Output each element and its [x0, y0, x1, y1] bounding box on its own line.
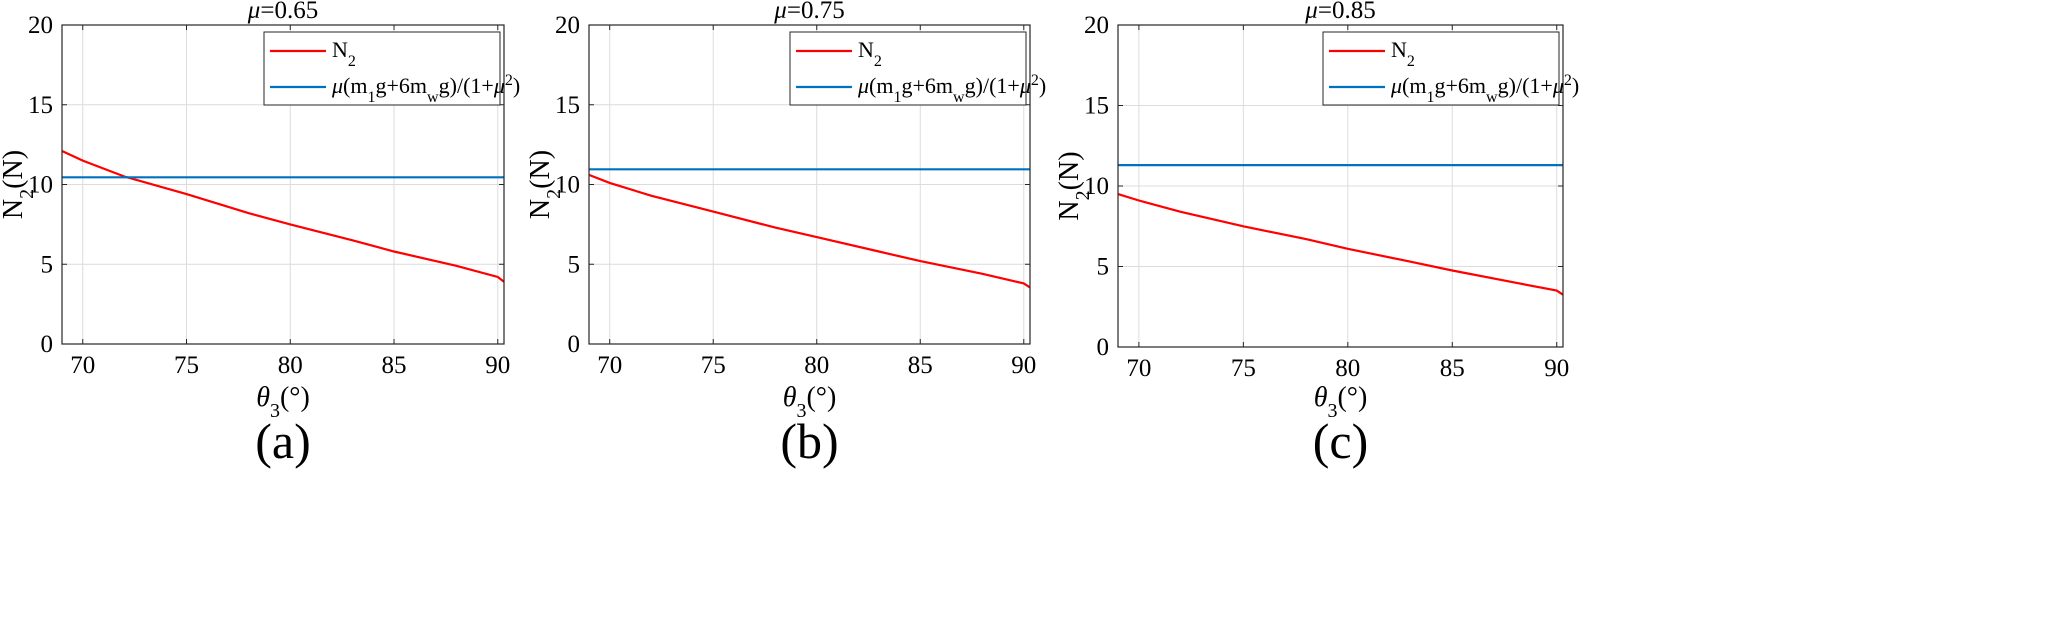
y-tick-label: 20 [28, 12, 53, 39]
chart-title: μ=0.85 [1304, 0, 1375, 24]
legend: N2μ(m1g+6mwg)/(1+μ2) [263, 31, 520, 106]
y-tick-label: 15 [1084, 93, 1109, 120]
y-tick-label: 20 [555, 12, 580, 39]
y-tick-label: 5 [41, 251, 54, 278]
legend-box [263, 31, 501, 106]
legend-box [1322, 31, 1560, 106]
y-tick-label: 20 [1084, 12, 1109, 39]
legend-entry: N2 [332, 37, 356, 70]
x-tick-label: 85 [908, 352, 933, 379]
y-tick-label: 10 [28, 172, 53, 199]
x-tick-label: 80 [804, 352, 829, 379]
y-tick-label: 15 [555, 92, 580, 119]
x-tick-label: 80 [278, 352, 303, 379]
series-line-n2 [1117, 193, 1564, 296]
panel-label: (a) [255, 413, 311, 469]
x-tick-label: 90 [485, 352, 510, 379]
series-line-n2 [61, 150, 505, 283]
y-axis-label: N2(N) [525, 150, 565, 219]
y-tick-label: 15 [28, 92, 53, 119]
x-tick-label: 70 [597, 352, 622, 379]
legend-entry: N2 [858, 37, 882, 70]
y-tick-label: 10 [1084, 173, 1109, 200]
x-tick-label: 80 [1335, 355, 1360, 382]
series-line-n2 [588, 173, 1031, 289]
panel-label: (b) [780, 413, 838, 469]
x-tick-label: 70 [70, 352, 95, 379]
legend-entry: N2 [1391, 37, 1415, 70]
legend-entry: μ(m1g+6mwg)/(1+μ2) [857, 72, 1046, 106]
legend: N2μ(m1g+6mwg)/(1+μ2) [1322, 31, 1579, 106]
x-tick-label: 75 [174, 352, 199, 379]
y-tick-label: 5 [568, 251, 581, 278]
y-tick-label: 10 [555, 172, 580, 199]
panel-label: (c) [1313, 413, 1369, 469]
x-axis-label: θ3(°) [1314, 382, 1368, 422]
y-tick-label: 0 [41, 331, 54, 358]
chart-panel-1: 70 75 80 85 90 0 5 10 15 20 μ=0.65 θ3(°) N2(N) (a) N2μ… [0, 0, 520, 469]
legend-entry: μ(m1g+6mwg)/(1+μ2) [1390, 72, 1579, 106]
legend-entry: μ(m1g+6mwg)/(1+μ2) [331, 72, 520, 106]
x-axis-label: θ3(°) [783, 382, 837, 422]
x-tick-label: 75 [1231, 355, 1256, 382]
chart-title: μ=0.65 [247, 0, 318, 24]
x-tick-label: 90 [1544, 355, 1569, 382]
chart-title: μ=0.75 [773, 0, 844, 24]
x-axis-label: θ3(°) [256, 382, 310, 422]
y-tick-label: 5 [1097, 254, 1110, 281]
x-tick-label: 85 [382, 352, 407, 379]
y-axis-label: N2(N) [0, 150, 38, 219]
y-tick-label: 0 [1097, 334, 1110, 361]
x-tick-label: 70 [1126, 355, 1151, 382]
y-axis-label: N2(N) [1054, 151, 1094, 220]
y-tick-label: 0 [568, 331, 581, 358]
chart-panel-2: 70 75 80 85 90 0 5 10 15 20 μ=0.75 θ3(°) N2(N) (b) N2μ… [525, 0, 1046, 469]
x-tick-label: 85 [1440, 355, 1465, 382]
legend: N2μ(m1g+6mwg)/(1+μ2) [789, 31, 1046, 106]
chart-panel-3: 70 75 80 85 90 0 5 10 15 20 μ=0.85 θ3(°) N2(N) (c) N2μ… [1054, 0, 1579, 469]
x-tick-label: 75 [701, 352, 726, 379]
x-tick-label: 90 [1011, 352, 1036, 379]
legend-box [789, 31, 1027, 106]
